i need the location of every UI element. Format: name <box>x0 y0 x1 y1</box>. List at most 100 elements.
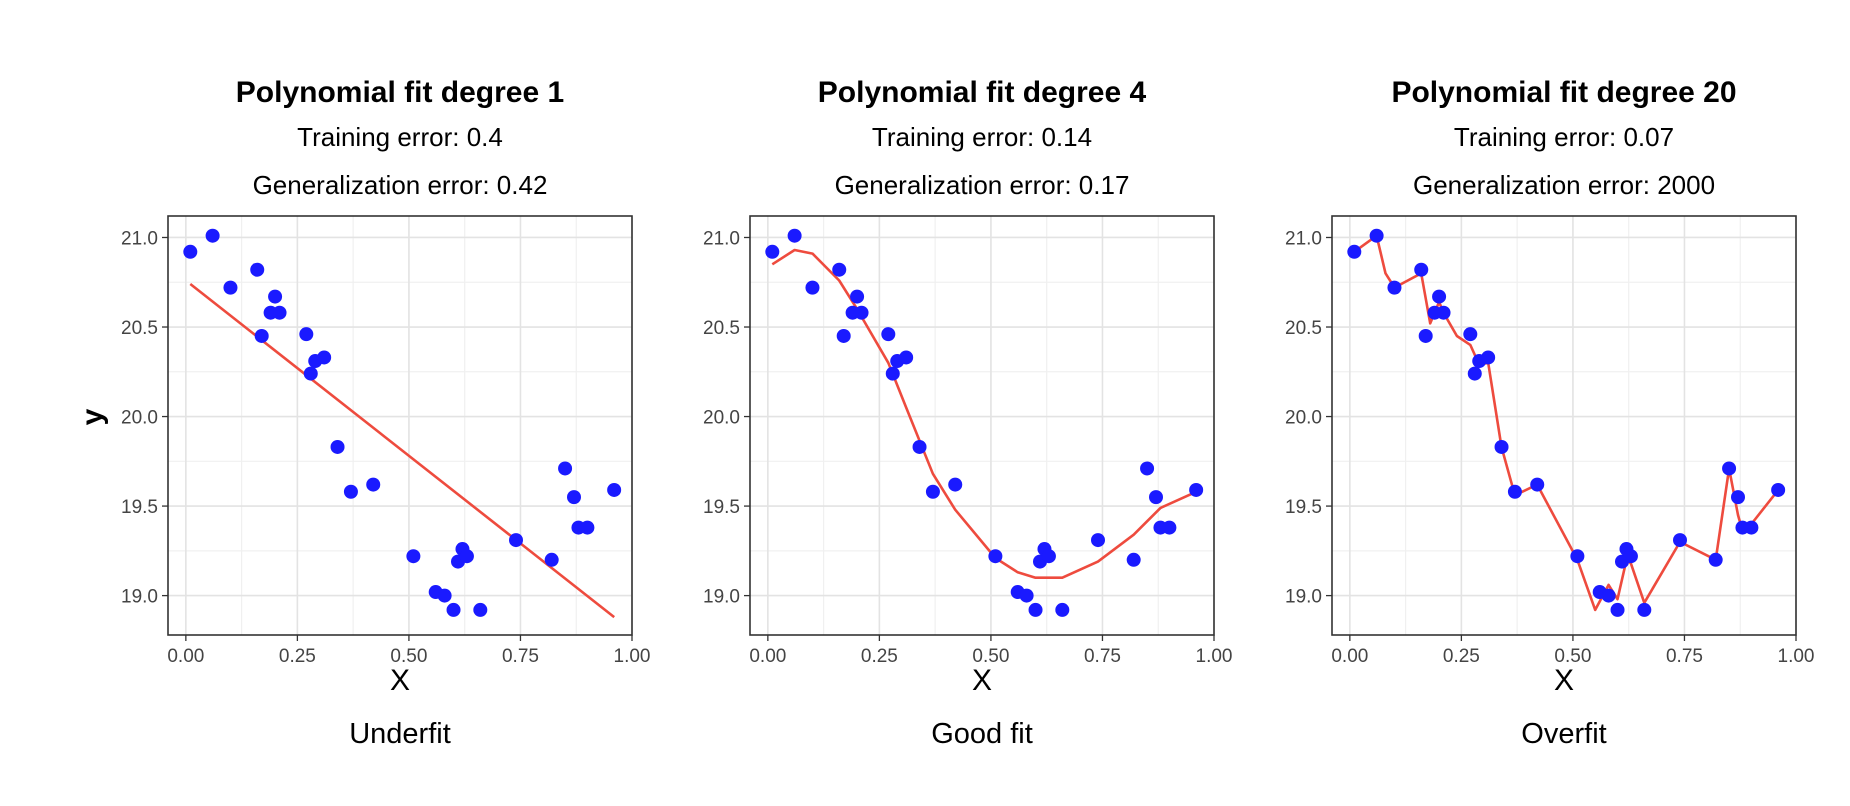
y-tick-label: 20.5 <box>703 318 740 339</box>
y-tick-label: 19.0 <box>1285 587 1322 608</box>
x-tick-label: 0.00 <box>1331 646 1368 667</box>
data-point <box>1140 461 1155 476</box>
data-point <box>854 305 869 320</box>
data-point <box>1481 350 1496 365</box>
data-point <box>1610 602 1625 617</box>
data-point <box>558 461 573 476</box>
y-tick-label: 21.0 <box>1285 228 1322 249</box>
plot-background <box>750 216 1214 635</box>
data-point <box>1432 289 1447 304</box>
data-point <box>205 228 220 243</box>
x-tick-label: 0.75 <box>502 646 539 667</box>
generalization-error: Generalization error: 2000 <box>1412 170 1716 200</box>
data-point <box>317 350 332 365</box>
plot-background <box>1332 216 1796 635</box>
y-tick-label: 19.5 <box>703 497 740 518</box>
panel-underfit: Polynomial fit degree 1 Training error: … <box>100 0 700 806</box>
training-error: Training error: 0.4 <box>297 122 503 152</box>
data-point <box>1494 439 1509 454</box>
x-tick-label: 0.25 <box>861 646 898 667</box>
data-point <box>925 484 940 499</box>
data-point <box>509 533 523 548</box>
fit-caption: Good fit <box>931 718 1033 750</box>
chart-title: Polynomial fit degree 20 <box>1391 76 1737 109</box>
data-point <box>1722 461 1737 476</box>
y-tick-label: 21.0 <box>121 228 158 249</box>
chart-title: Polynomial fit degree 4 <box>817 76 1147 109</box>
y-tick-label: 20.0 <box>703 408 740 429</box>
data-point <box>850 289 865 304</box>
plot-border <box>1331 215 1797 636</box>
data-point <box>473 602 488 617</box>
data-point <box>1731 490 1745 505</box>
y-tick-label: 20.0 <box>121 408 158 429</box>
y-tick-label: 19.5 <box>1285 497 1322 518</box>
data-point <box>1530 477 1545 492</box>
panel-overfit: Polynomial fit degree 20 Training error:… <box>1264 0 1850 806</box>
data-point <box>1708 552 1723 567</box>
x-tick-label: 0.75 <box>1084 646 1121 667</box>
data-point <box>1041 549 1056 564</box>
plot-area: 0.00 0.25 0.50 0.75 1.00 19.0 19.5 20.0 20.5 21.0 <box>1285 215 1815 667</box>
y-tick-label: 20.5 <box>121 318 158 339</box>
data-point <box>1467 366 1482 381</box>
x-tick-label: 0.25 <box>1443 646 1480 667</box>
data-point <box>787 228 802 243</box>
panel-good-fit: Polynomial fit degree 4 Training error: … <box>682 0 1282 806</box>
data-point <box>1028 602 1043 617</box>
data-point <box>1414 262 1429 277</box>
training-error: Training error: 0.14 <box>871 122 1093 152</box>
fit-line <box>771 248 1197 580</box>
data-point <box>1418 328 1433 343</box>
data-point <box>988 549 1003 564</box>
data-point <box>885 366 900 381</box>
x-tick-label: 1.00 <box>614 646 651 667</box>
x-axis-label: X <box>1553 664 1574 697</box>
fit-caption: Overfit <box>1521 718 1607 750</box>
data-point <box>912 439 927 454</box>
data-point <box>1623 549 1638 564</box>
y-tick-label: 21.0 <box>703 228 740 249</box>
data-point <box>299 327 314 342</box>
data-point <box>881 327 896 342</box>
data-point <box>1369 228 1384 243</box>
data-point <box>1771 482 1786 497</box>
y-tick-label: 19.5 <box>121 497 158 518</box>
y-axis-label: y <box>76 408 109 426</box>
data-point <box>343 484 358 499</box>
data-point <box>250 262 265 277</box>
data-point <box>406 549 421 564</box>
data-point <box>254 328 269 343</box>
data-point <box>832 262 847 277</box>
data-point <box>183 244 198 259</box>
y-tick-label: 19.0 <box>703 587 740 608</box>
data-point <box>330 439 345 454</box>
data-point <box>1149 490 1163 505</box>
data-point <box>437 588 452 603</box>
generalization-error: Generalization error: 0.17 <box>834 170 1130 200</box>
data-point <box>1570 549 1585 564</box>
data-point <box>1189 482 1204 497</box>
data-point <box>1091 533 1105 548</box>
y-tick-label: 19.0 <box>121 587 158 608</box>
data-point <box>1601 588 1616 603</box>
chart-title: Polynomial fit degree 1 <box>235 76 565 109</box>
data-point <box>607 482 622 497</box>
x-tick-label: 1.00 <box>1196 646 1233 667</box>
x-tick-label: 0.00 <box>167 646 204 667</box>
data-point <box>446 602 461 617</box>
data-point <box>1126 552 1141 567</box>
data-point <box>567 490 581 505</box>
x-axis-label: X <box>389 664 410 697</box>
x-tick-label: 1.00 <box>1778 646 1815 667</box>
data-point <box>1162 520 1177 535</box>
data-point <box>805 280 820 295</box>
data-point <box>303 366 318 381</box>
data-point <box>1019 588 1034 603</box>
data-point <box>765 244 780 259</box>
data-point <box>899 350 914 365</box>
data-point <box>366 477 381 492</box>
plot-border <box>167 215 633 636</box>
x-tick-label: 0.50 <box>390 646 427 667</box>
generalization-error: Generalization error: 0.42 <box>252 170 548 200</box>
